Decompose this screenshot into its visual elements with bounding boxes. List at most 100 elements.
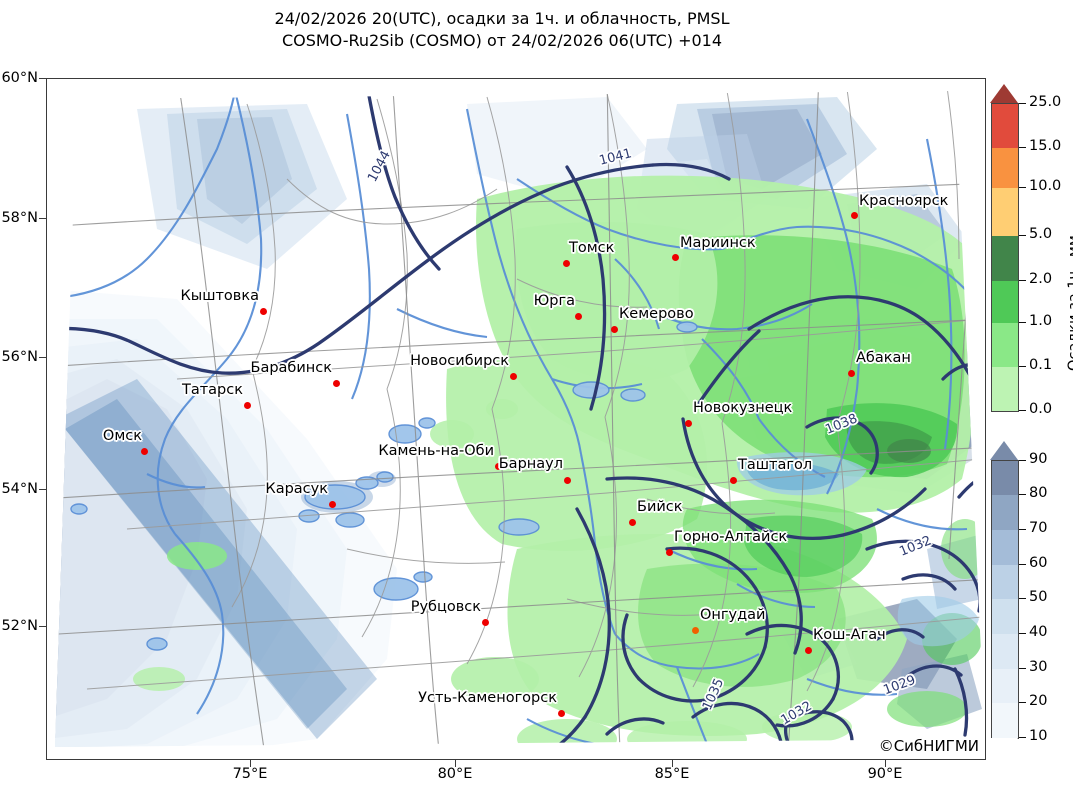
- city-dot: [557, 709, 565, 717]
- colorbar-ticklabel-70: 70: [1029, 520, 1048, 536]
- colorbar-tick: [1019, 280, 1026, 281]
- city-label: Кош-Агач: [813, 627, 886, 643]
- ytick-label-54N: 54°N: [1, 481, 38, 497]
- colorbar-ticklabel-90: 90: [1029, 451, 1048, 467]
- colorbar-tick: [1019, 564, 1026, 565]
- city-dot: [494, 462, 502, 470]
- city-label: Онгудай: [700, 607, 766, 623]
- colorbar-seg-40-30: [992, 634, 1018, 669]
- map-layers: [47, 79, 985, 759]
- ytick-mark: [39, 357, 46, 358]
- colorbar-tick: [1019, 598, 1026, 599]
- colorbar-ticklabel-10: 10.0: [1029, 178, 1062, 194]
- city-label: Омск: [102, 428, 142, 444]
- colorbar-seg-5-2: [992, 236, 1018, 281]
- colorbar-tick: [1019, 460, 1026, 461]
- title-line-2: COSMO-Ru2Sib (COSMO) от 24/02/2026 06(UT…: [281, 31, 723, 50]
- city-dot: [628, 518, 636, 526]
- xtick-mark: [885, 760, 886, 767]
- city-label: Камень-на-Оби: [378, 443, 494, 459]
- city-dot: [729, 476, 737, 484]
- city-label: Кемерово: [619, 306, 694, 322]
- colorbar-seg-50-40: [992, 599, 1018, 634]
- colorbar-ticklabel-50: 50: [1029, 589, 1048, 605]
- city-dot: [563, 476, 571, 484]
- xtick-mark: [250, 760, 251, 767]
- city-dot: [610, 325, 618, 333]
- colorbar-extend-arrow-up-icon: [990, 441, 1018, 460]
- ytick-mark: [39, 489, 46, 490]
- city-label: Бийск: [637, 499, 683, 515]
- colorbar-tick: [1019, 494, 1026, 495]
- city-label: Красноярск: [859, 193, 949, 209]
- city-dot: [847, 369, 855, 377]
- colorbar-extend-arrow-down-icon: [990, 738, 1018, 757]
- chart-title: 24/02/2026 20(UTC), осадки за 1ч. и обла…: [0, 8, 1004, 52]
- colorbar-tick: [1019, 702, 1026, 703]
- city-label: Рубцовск: [410, 599, 481, 615]
- colorbar-tick: [1019, 322, 1026, 323]
- colorbar-tick: [1019, 737, 1026, 738]
- colorbar-cloud-body: [991, 460, 1019, 739]
- city-label: Томск: [569, 240, 615, 256]
- colorbar-extend-arrow-icon: [990, 84, 1018, 103]
- colorbar-seg-2-1: [992, 281, 1018, 323]
- colorbar-ticklabel-0: 0.0: [1029, 401, 1053, 417]
- ytick-mark: [39, 626, 46, 627]
- colorbar-ticklabel-60: 60: [1029, 555, 1048, 571]
- colorbar-tick: [1019, 235, 1026, 236]
- city-dot: [140, 447, 148, 455]
- map-clip: Красноярск Мариинск Томск Юрга Кемерово …: [47, 79, 985, 759]
- colorbar-seg-1-0.1: [992, 323, 1018, 367]
- colorbar-ticklabel-20: 20: [1029, 693, 1048, 709]
- colorbar-precip-body: [991, 103, 1019, 412]
- colorbar-seg-90-80: [992, 461, 1018, 495]
- ytick-label-58N: 58°N: [1, 210, 38, 226]
- colorbar-seg-80-70: [992, 495, 1018, 530]
- city-dot: [684, 419, 692, 427]
- colorbar-tick: [1019, 633, 1026, 634]
- colorbar-ticklabel-5: 5.0: [1029, 226, 1053, 242]
- city-label: Новокузнецк: [693, 400, 793, 416]
- city-label: Мариинск: [680, 235, 756, 251]
- city-label: Карасук: [265, 481, 328, 497]
- city-label: Барнаул: [498, 456, 563, 472]
- ytick-mark: [39, 78, 46, 79]
- colorbar-ticklabel-80: 80: [1029, 485, 1048, 501]
- city-dot: [850, 211, 858, 219]
- city-label: Абакан: [856, 350, 911, 366]
- city-dot: [481, 618, 489, 626]
- map-canvas[interactable]: Красноярск Мариинск Томск Юрга Кемерово …: [46, 78, 986, 760]
- colorbar-seg-30-20: [992, 669, 1018, 703]
- colorbar-seg-10-5: [992, 188, 1018, 236]
- colorbar-ticklabel-30: 30: [1029, 659, 1048, 675]
- city-dot: [562, 259, 570, 267]
- attribution-label: ©СибНИГМИ: [878, 737, 979, 755]
- xtick-label-90E: 90°E: [867, 766, 903, 782]
- colorbar-seg-20-10: [992, 703, 1018, 738]
- colorbar-precip-title: Осадки за 1ч., мм: [1066, 235, 1073, 371]
- colorbar-ticklabel-0.1: 0.1: [1029, 357, 1053, 373]
- colorbar-seg-0.1-0: [992, 367, 1018, 411]
- colorbar-tick: [1019, 147, 1026, 148]
- colorbar-ticklabel-15: 15.0: [1029, 138, 1062, 154]
- city-label: Горно-Алтайск: [674, 529, 788, 545]
- ytick-label-52N: 52°N: [1, 618, 38, 634]
- colorbar-ticklabel-25: 25.0: [1029, 94, 1062, 110]
- colorbar-seg-70-60: [992, 530, 1018, 565]
- colorbar-ticklabel-40: 40: [1029, 624, 1048, 640]
- city-label: Кыштовка: [180, 288, 259, 304]
- city-label: Новосибирск: [410, 353, 509, 369]
- city-dot: [691, 626, 699, 634]
- colorbar-tick: [1019, 410, 1026, 411]
- colorbar-tick: [1019, 187, 1026, 188]
- city-label: Барабинск: [250, 360, 333, 376]
- ytick-label-60N: 60°N: [1, 70, 38, 86]
- city-dot: [259, 307, 267, 315]
- city-dot: [328, 500, 336, 508]
- xtick-label-75E: 75°E: [232, 766, 268, 782]
- city-label: Усть-Каменогорск: [418, 690, 557, 706]
- city-dot: [574, 312, 582, 320]
- ytick-mark: [39, 218, 46, 219]
